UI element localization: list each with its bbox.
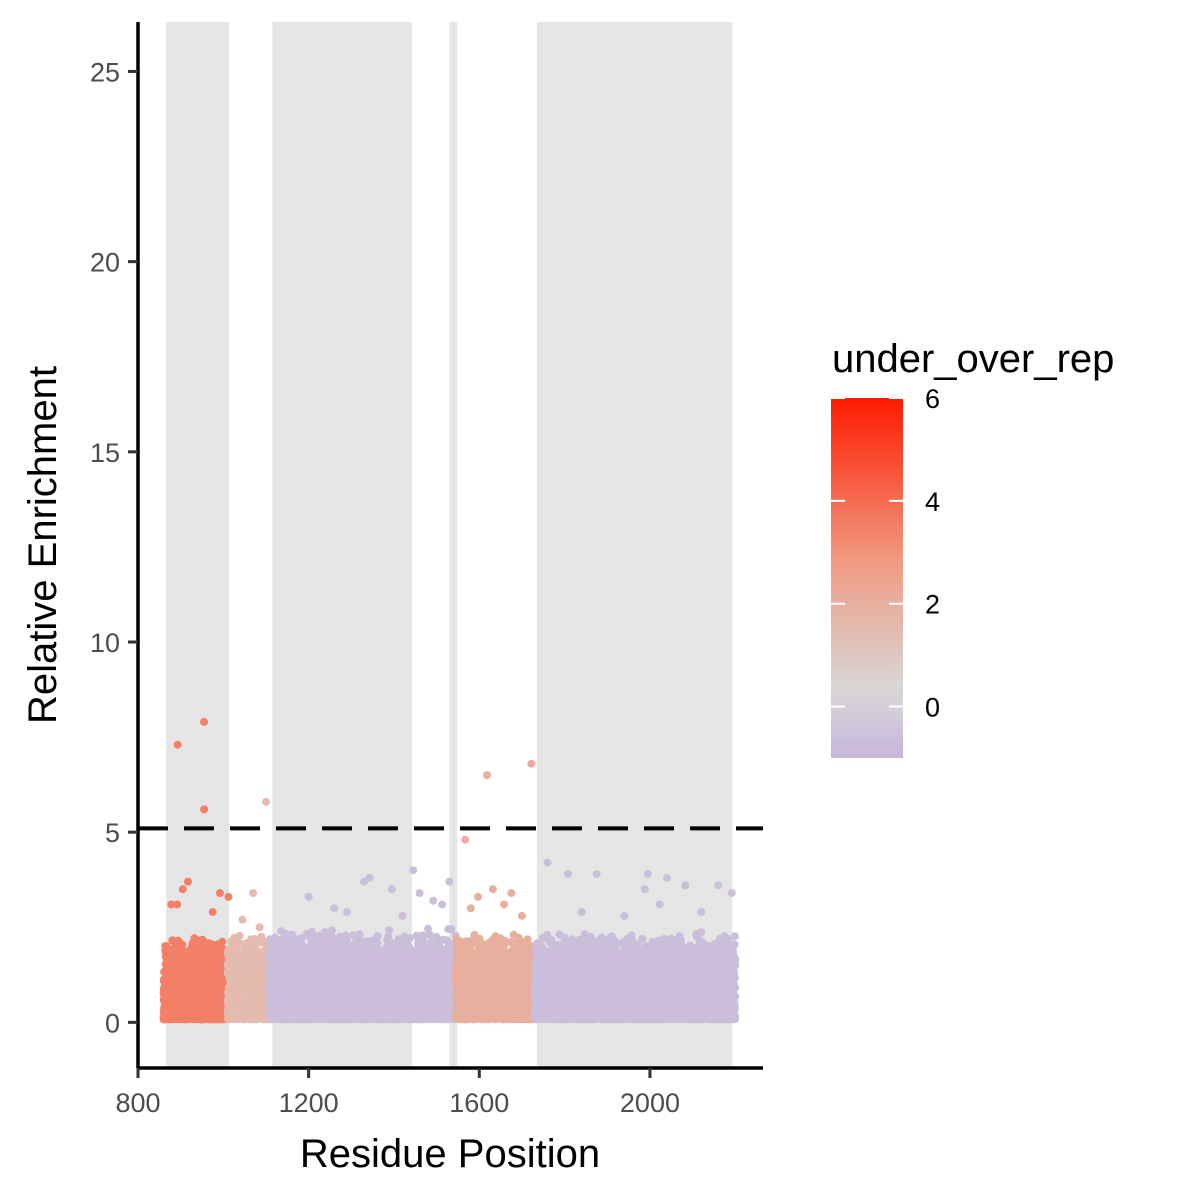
data-point <box>242 965 250 974</box>
data-point <box>175 937 184 946</box>
data-point <box>209 1013 218 1022</box>
data-point <box>251 978 260 987</box>
data-point <box>166 981 175 990</box>
data-point <box>205 977 214 986</box>
data-point <box>242 954 251 963</box>
data-points <box>159 924 740 1024</box>
data-point <box>187 963 196 971</box>
data-point <box>234 981 243 990</box>
data-point <box>255 1010 264 1019</box>
shaded-region <box>166 22 229 1068</box>
data-point <box>207 967 216 975</box>
data-point <box>198 935 207 944</box>
data-point <box>195 1014 204 1023</box>
data-point <box>200 1004 209 1013</box>
data-point <box>247 948 256 957</box>
data-point <box>258 958 266 967</box>
data-point <box>180 954 189 963</box>
data-point <box>187 1007 196 1016</box>
data-point <box>159 989 168 998</box>
data-point <box>187 984 196 993</box>
shaded-region <box>449 22 458 1068</box>
data-point <box>240 992 249 1001</box>
data-point <box>253 992 262 1001</box>
data-point <box>257 932 266 941</box>
data-point <box>174 993 183 1002</box>
data-point <box>171 1002 180 1011</box>
data-point <box>224 945 233 954</box>
data-point <box>213 990 221 999</box>
data-point <box>171 948 180 957</box>
data-point <box>215 948 223 957</box>
data-point <box>172 967 181 976</box>
data-point <box>227 1003 236 1012</box>
data-point <box>231 1015 240 1024</box>
data-point <box>252 939 261 948</box>
shaded-regions <box>166 22 733 1068</box>
shaded-region <box>272 22 412 1068</box>
data-point <box>239 1012 248 1021</box>
data-point <box>195 964 203 973</box>
data-point <box>161 959 170 968</box>
data-point <box>233 947 242 956</box>
data-point <box>198 982 207 991</box>
data-point <box>213 940 222 949</box>
data-point <box>161 1000 170 1009</box>
data-point <box>184 972 193 981</box>
data-point <box>254 947 263 956</box>
data-point <box>235 931 244 940</box>
data-point <box>185 946 194 955</box>
data-point <box>229 990 238 999</box>
data-point <box>193 990 202 999</box>
data-point <box>233 964 242 973</box>
shaded-region <box>536 22 733 1068</box>
